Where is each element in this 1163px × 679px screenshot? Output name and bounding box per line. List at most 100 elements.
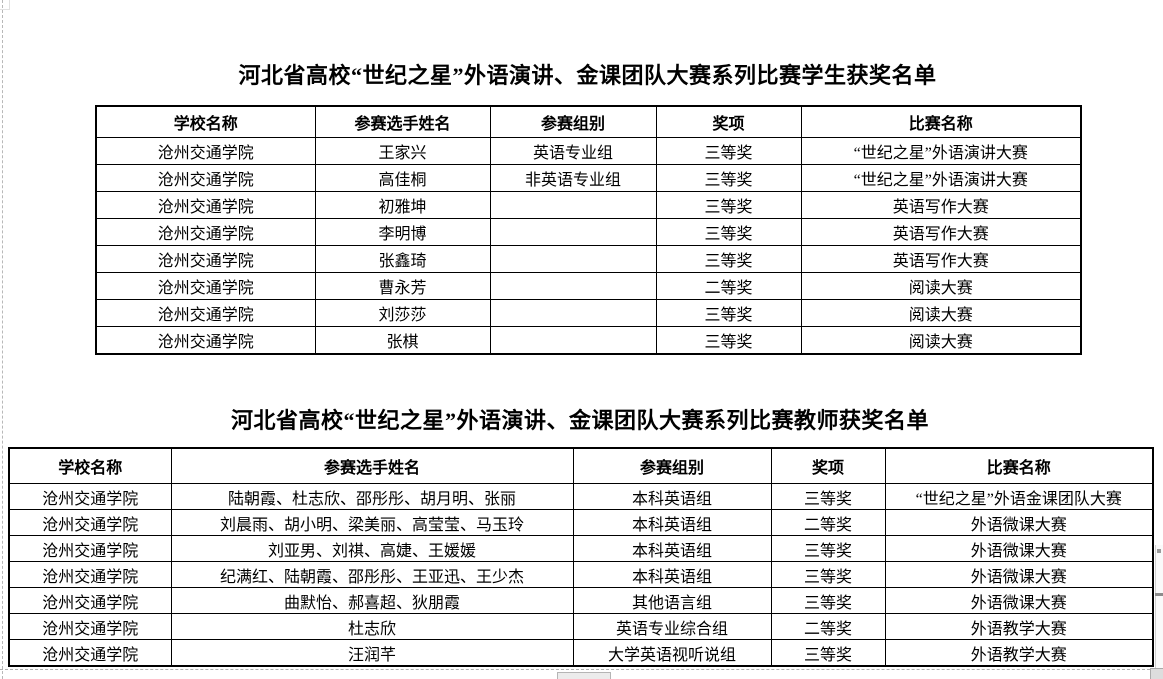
table-row: 沧州交通学院 高佳桐 非英语专业组 三等奖 “世纪之星”外语演讲大赛 — [95, 164, 1082, 192]
table-cell — [489, 191, 657, 219]
table-cell: 张棋 — [314, 326, 491, 355]
table-cell: 沧州交通学院 — [95, 272, 316, 300]
table-cell: 沧州交通学院 — [95, 218, 316, 246]
teacher-awards-title: 河北省高校“世纪之星”外语演讲、金课团队大赛系列比赛教师获奖名单 — [230, 408, 929, 433]
table-cell: 沧州交通学院 — [95, 326, 316, 355]
table-cell: “世纪之星”外语演讲大赛 — [800, 137, 1082, 165]
column-header: 学校名称 — [95, 105, 316, 138]
page-corner-mark — [0, 0, 10, 10]
table-row: 沧州交通学院 张鑫琦 三等奖 英语写作大赛 — [95, 245, 1082, 273]
table-row: 沧州交通学院 初雅坤 三等奖 英语写作大赛 — [95, 191, 1082, 219]
column-header: 参赛组别 — [572, 447, 772, 484]
table-cell: 二等奖 — [770, 509, 886, 536]
table-row: 沧州交通学院 王家兴 英语专业组 三等奖 “世纪之星”外语演讲大赛 — [95, 137, 1082, 165]
table-cell: 外语微课大赛 — [884, 561, 1154, 588]
table-cell — [489, 218, 657, 246]
table-cell: 初雅坤 — [314, 191, 491, 219]
horizontal-scrollbar-thumb[interactable] — [557, 672, 611, 679]
table-row: 沧州交通学院 纪满红、陆朝霞、邵彤彤、王亚迅、王少杰 本科英语组 三等奖 外语微课大赛 — [8, 561, 1154, 588]
vertical-scrollbar-track[interactable] — [1155, 545, 1163, 679]
table-cell: 英语写作大赛 — [800, 191, 1082, 219]
table-cell: 沧州交通学院 — [8, 483, 172, 510]
table-cell: 外语教学大赛 — [884, 613, 1154, 640]
column-header: 参赛选手姓名 — [314, 105, 491, 138]
table-cell: 外语微课大赛 — [884, 587, 1154, 614]
table-cell: 曹永芳 — [314, 272, 491, 300]
table-cell: 三等奖 — [655, 191, 802, 219]
table-cell: 本科英语组 — [572, 561, 772, 588]
column-header: 奖项 — [770, 447, 886, 484]
table-cell: 高佳桐 — [314, 164, 491, 192]
table-row: 沧州交通学院 李明博 三等奖 英语写作大赛 — [95, 218, 1082, 246]
table-cell: 二等奖 — [655, 272, 802, 300]
page-left-boundary — [2, 0, 3, 679]
table-cell: “世纪之星”外语金课团队大赛 — [884, 483, 1154, 510]
table-cell: 沧州交通学院 — [95, 191, 316, 219]
table-row: 沧州交通学院 曹永芳 二等奖 阅读大赛 — [95, 272, 1082, 300]
table-cell: 刘晨雨、胡小明、梁美丽、高莹莹、马玉玲 — [170, 509, 574, 536]
table-cell: 沧州交通学院 — [8, 535, 172, 562]
table-cell: 英语写作大赛 — [800, 245, 1082, 273]
table-row: 沧州交通学院 汪润芊 大学英语视听说组 三等奖 外语教学大赛 — [8, 639, 1154, 667]
table-cell — [489, 299, 657, 327]
vertical-scrollbar-thumb[interactable] — [1155, 593, 1163, 596]
table-cell: 沧州交通学院 — [8, 509, 172, 536]
table-cell: 三等奖 — [770, 535, 886, 562]
table-cell: 三等奖 — [655, 164, 802, 192]
column-header: 参赛选手姓名 — [170, 447, 574, 484]
table-cell: 沧州交通学院 — [95, 164, 316, 192]
table-cell: 沧州交通学院 — [8, 613, 172, 640]
table-cell: 本科英语组 — [572, 509, 772, 536]
table-cell: 本科英语组 — [572, 535, 772, 562]
table-cell — [489, 326, 657, 355]
table-cell: 阅读大赛 — [800, 299, 1082, 327]
table-cell: 三等奖 — [655, 299, 802, 327]
table-row: 沧州交通学院 刘亚男、刘祺、高婕、王媛媛 本科英语组 三等奖 外语微课大赛 — [8, 535, 1154, 562]
student-awards-table: 学校名称 参赛选手姓名 参赛组别 奖项 比赛名称 沧州交通学院 王家兴 英语专业组 三等奖 “世纪… — [95, 105, 1082, 355]
table-cell — [489, 245, 657, 273]
table-row: 沧州交通学院 张棋 三等奖 阅读大赛 — [95, 326, 1082, 355]
table-cell: 张鑫琦 — [314, 245, 491, 273]
table-cell: 沧州交通学院 — [8, 561, 172, 588]
table-cell: 刘亚男、刘祺、高婕、王媛媛 — [170, 535, 574, 562]
table-cell: 汪润芊 — [170, 639, 574, 667]
table-cell: 大学英语视听说组 — [572, 639, 772, 667]
column-header: 比赛名称 — [800, 105, 1082, 138]
table-cell: 阅读大赛 — [800, 326, 1082, 355]
column-header: 比赛名称 — [884, 447, 1154, 484]
table-cell: 刘莎莎 — [314, 299, 491, 327]
page-break-dashed-line — [0, 669, 1155, 670]
table-cell: 三等奖 — [655, 326, 802, 355]
scrollbar-corner — [1150, 668, 1163, 679]
column-header: 学校名称 — [8, 447, 172, 484]
table-cell: 纪满红、陆朝霞、邵彤彤、王亚迅、王少杰 — [170, 561, 574, 588]
table-cell: 英语写作大赛 — [800, 218, 1082, 246]
table-row: 沧州交通学院 陆朝霞、杜志欣、邵彤彤、胡月明、张丽 本科英语组 三等奖 “世纪之星”外语… — [8, 483, 1154, 510]
table-cell: 三等奖 — [655, 245, 802, 273]
table-cell: 其他语言组 — [572, 587, 772, 614]
table-cell: 非英语专业组 — [489, 164, 657, 192]
table-cell: 二等奖 — [770, 613, 886, 640]
table-cell: 王家兴 — [314, 137, 491, 165]
table-row: 沧州交通学院 杜志欣 英语专业综合组 二等奖 外语教学大赛 — [8, 613, 1154, 640]
table-cell: 三等奖 — [655, 137, 802, 165]
table-cell: 英语专业组 — [489, 137, 657, 165]
table-header-row: 学校名称 参赛选手姓名 参赛组别 奖项 比赛名称 — [95, 105, 1082, 138]
table-cell: 李明博 — [314, 218, 491, 246]
table-cell: 外语教学大赛 — [884, 639, 1154, 667]
table-cell: 阅读大赛 — [800, 272, 1082, 300]
table-cell: 沧州交通学院 — [8, 587, 172, 614]
table-cell: 曲默怡、郝喜超、狄朋霞 — [170, 587, 574, 614]
table-row: 沧州交通学院 曲默怡、郝喜超、狄朋霞 其他语言组 三等奖 外语微课大赛 — [8, 587, 1154, 614]
column-header: 奖项 — [655, 105, 802, 138]
table-cell: 沧州交通学院 — [95, 137, 316, 165]
table-row: 沧州交通学院 刘莎莎 三等奖 阅读大赛 — [95, 299, 1082, 327]
table-cell: 三等奖 — [770, 587, 886, 614]
table-row: 沧州交通学院 刘晨雨、胡小明、梁美丽、高莹莹、马玉玲 本科英语组 二等奖 外语微课大赛 — [8, 509, 1154, 536]
table-cell: 三等奖 — [770, 483, 886, 510]
table-cell: 英语专业综合组 — [572, 613, 772, 640]
scroll-up-arrow-icon[interactable] — [1157, 549, 1161, 553]
table-cell: 本科英语组 — [572, 483, 772, 510]
table-cell: “世纪之星”外语演讲大赛 — [800, 164, 1082, 192]
